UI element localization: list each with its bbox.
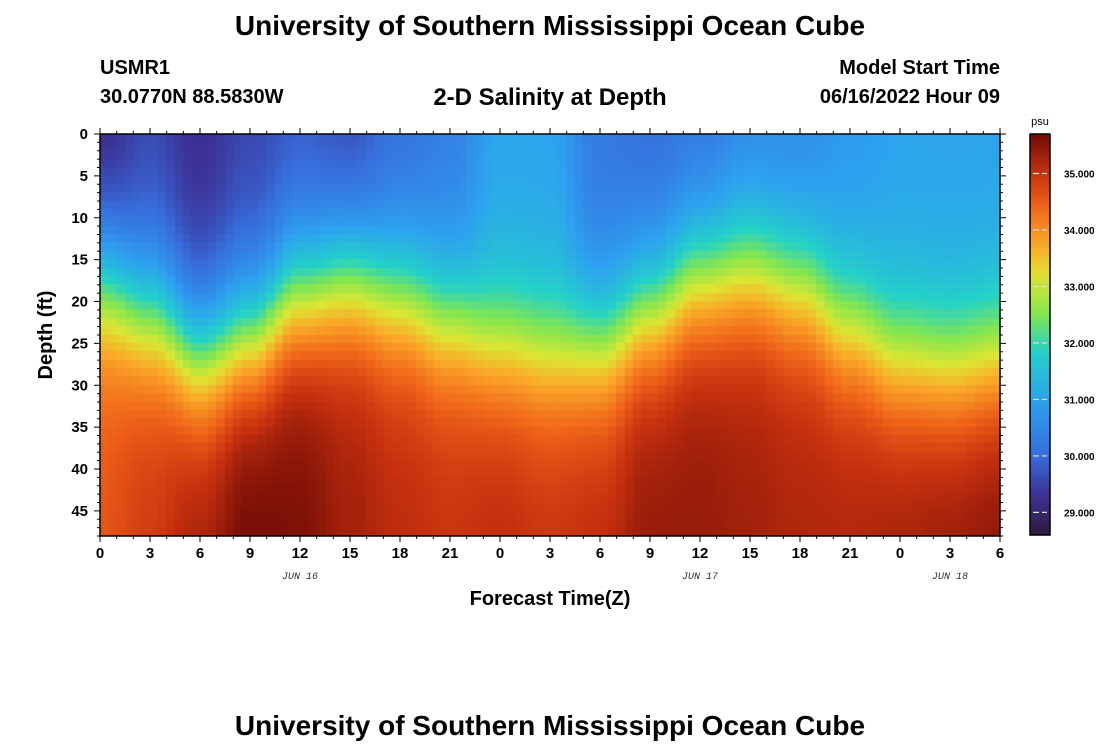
x-tick-label: 6 bbox=[996, 545, 1004, 562]
heatmap-area bbox=[100, 134, 1000, 536]
y-tick-label: 45 bbox=[71, 503, 88, 520]
colorbar-tick-label: 30.000 bbox=[1064, 452, 1095, 463]
x-tick-label: 0 bbox=[96, 545, 104, 562]
model-start-value: 06/16/2022 Hour 09 bbox=[819, 86, 1000, 108]
y-tick-label: 20 bbox=[71, 294, 88, 311]
x-tick-label: 0 bbox=[896, 545, 904, 562]
y-tick-label: 25 bbox=[71, 335, 88, 352]
colorbar-tick-label: 31.000 bbox=[1064, 395, 1095, 406]
colorbar-tick-label: 33.000 bbox=[1064, 282, 1095, 293]
x-tick-label: 3 bbox=[546, 545, 554, 562]
x-tick-label: 9 bbox=[646, 545, 654, 562]
y-tick-label: 10 bbox=[71, 210, 88, 227]
colorbar bbox=[1029, 133, 1051, 536]
x-tick-label: 15 bbox=[742, 545, 759, 562]
x-tick-label: 21 bbox=[842, 545, 859, 562]
colorbar-tick-label: 32.000 bbox=[1064, 339, 1095, 350]
x-tick-label: 9 bbox=[246, 545, 254, 562]
x-tick-label: 3 bbox=[146, 545, 154, 562]
colorbar-tick-label: 34.000 bbox=[1064, 226, 1095, 237]
station-id: USMR1 bbox=[100, 57, 171, 79]
model-start-label: Model Start Time bbox=[839, 57, 1000, 79]
chart-title: 2-D Salinity at Depth bbox=[433, 84, 667, 111]
x-tick-label: 3 bbox=[946, 545, 954, 562]
x-tick-label: 21 bbox=[442, 545, 459, 562]
date-label: JUN 16 bbox=[282, 572, 318, 583]
colorbar-unit: psu bbox=[1031, 116, 1049, 128]
station-coordinates: 30.0770N 88.5830W bbox=[100, 86, 284, 108]
footer-title: University of Southern Mississippi Ocean… bbox=[234, 710, 866, 741]
colorbar-tick-label: 35.000 bbox=[1064, 170, 1095, 181]
page-title: University of Southern Mississippi Ocean… bbox=[234, 10, 866, 41]
x-tick-label: 18 bbox=[792, 545, 809, 562]
y-tick-label: 15 bbox=[71, 252, 88, 269]
y-axis-label: Depth (ft) bbox=[35, 291, 57, 380]
colorbar-tick-label: 29.000 bbox=[1064, 508, 1095, 519]
x-tick-label: 6 bbox=[196, 545, 204, 562]
x-tick-label: 12 bbox=[692, 545, 709, 562]
y-tick-label: 40 bbox=[71, 461, 88, 478]
x-tick-label: 15 bbox=[342, 545, 359, 562]
date-label: JUN 17 bbox=[682, 572, 718, 583]
y-tick-label: 0 bbox=[80, 126, 88, 143]
x-tick-label: 0 bbox=[496, 545, 504, 562]
y-tick-label: 30 bbox=[71, 377, 88, 394]
x-tick-label: 18 bbox=[392, 545, 409, 562]
y-tick-label: 35 bbox=[71, 419, 88, 436]
x-tick-label: 6 bbox=[596, 545, 604, 562]
y-tick-label: 5 bbox=[80, 168, 88, 185]
date-label: JUN 18 bbox=[932, 572, 968, 583]
x-axis-label: Forecast Time(Z) bbox=[470, 588, 631, 610]
x-tick-label: 12 bbox=[292, 545, 309, 562]
